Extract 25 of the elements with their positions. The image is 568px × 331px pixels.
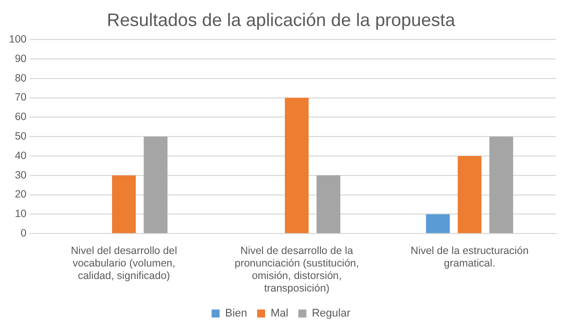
chart-title: Resultados de la aplicación de la propuesta	[106, 10, 456, 30]
y-tick-label: 40	[14, 150, 27, 162]
y-tick-label: 0	[20, 227, 27, 240]
bar	[284, 98, 309, 234]
y-tick-label: 20	[14, 188, 27, 201]
y-tick-label: 90	[14, 52, 27, 65]
y-tick-label: 60	[14, 111, 27, 124]
x-tick-label: Nivel de la estructuración gramatical.	[410, 244, 529, 270]
x-tick-label: Nivel de desarrollo de la pronunciación (sustitución, omisión, distorsión, transposición)	[234, 244, 359, 295]
legend-label: Regular	[312, 308, 351, 320]
x-tick-label: Nivel del desarrollo del vocabulario (volumen, calidad, significado)	[70, 244, 178, 282]
bar	[426, 214, 450, 234]
y-tick-label: 100	[8, 33, 27, 46]
y-tick-label: 70	[14, 92, 27, 104]
bar	[112, 175, 136, 234]
y-tick-label: 10	[14, 208, 27, 220]
legend-label: Bien	[225, 308, 248, 320]
bar	[489, 136, 514, 234]
bar	[144, 136, 168, 234]
y-tick-label: 50	[14, 130, 27, 142]
y-tick-label: 30	[14, 169, 27, 182]
bar	[458, 156, 482, 234]
y-tick-label: 80	[14, 72, 27, 84]
legend-label: Mal	[270, 308, 288, 320]
bar	[316, 175, 340, 234]
